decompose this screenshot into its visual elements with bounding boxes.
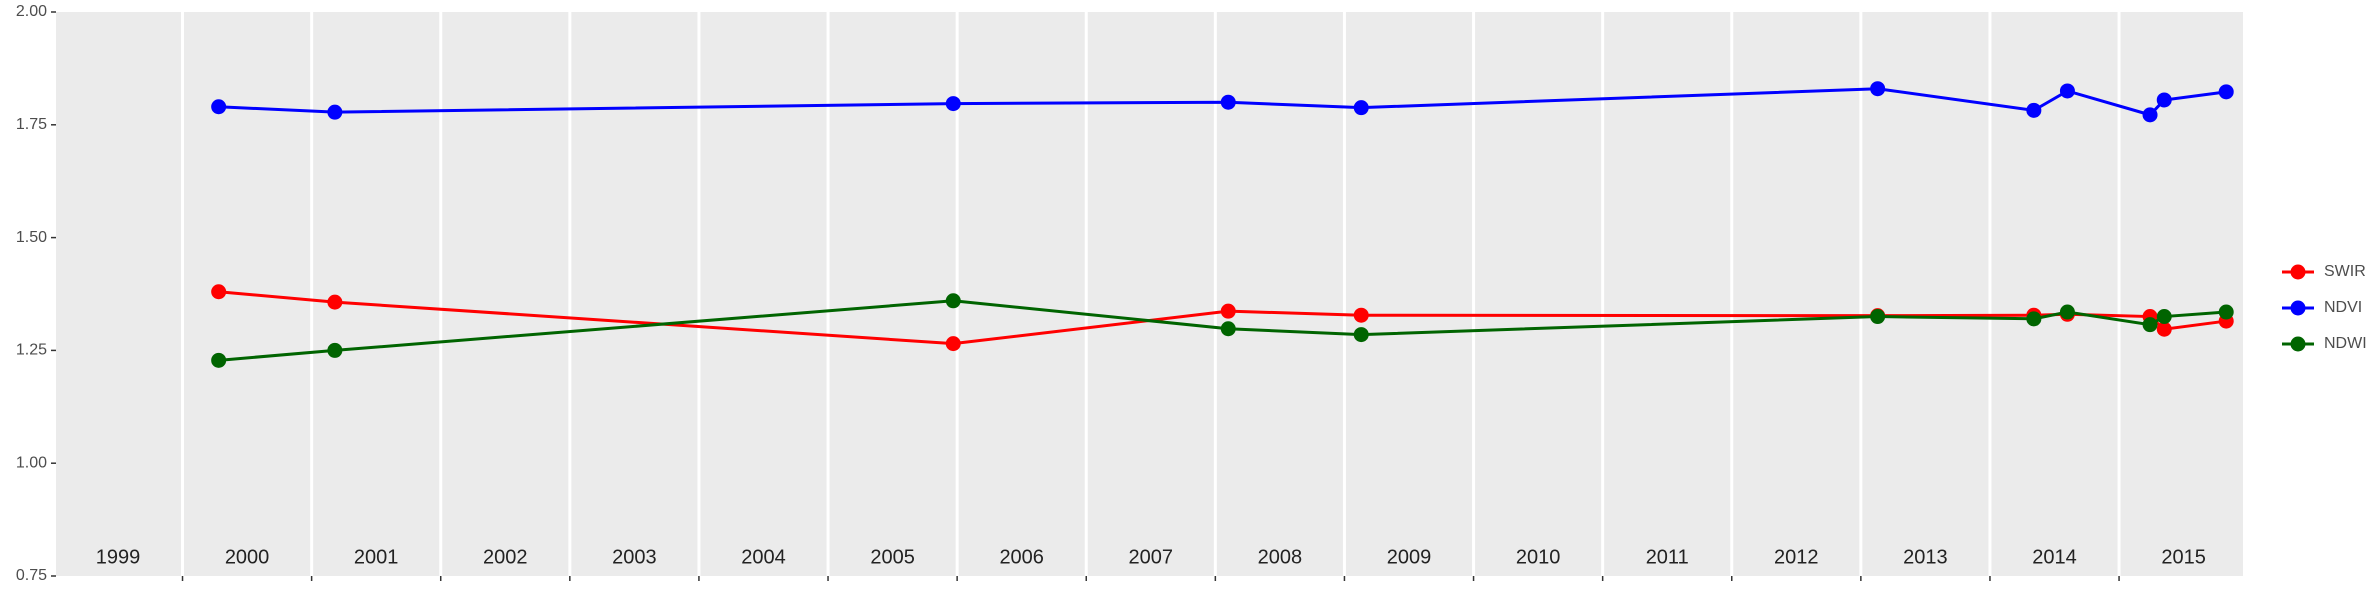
x-tick-label: 2009 [1387,546,1432,568]
plot-background [56,12,2243,576]
data-point [2156,92,2172,108]
legend-label: SWIR [2324,263,2366,280]
data-point [211,284,227,300]
x-tick-label: 2001 [354,546,399,568]
data-point [2026,311,2042,327]
x-tick-label: 2011 [1646,546,1689,568]
x-tick-label: 2007 [1129,546,1174,568]
data-point [945,293,961,309]
data-point [2059,304,2075,320]
legend-key-point [2290,264,2306,280]
data-point [2026,102,2042,118]
data-point [945,336,961,352]
data-point [2142,317,2158,333]
x-tick-label: 2002 [483,546,528,568]
data-point [2156,309,2172,325]
y-tick-label: 1.00 [16,454,47,471]
data-point [2218,84,2234,100]
x-tick-label: 2014 [2032,546,2077,568]
x-tick-label: 2003 [612,546,657,568]
data-point [1220,303,1236,319]
legend-label: NDVI [2324,299,2362,316]
data-point [2218,304,2234,320]
x-tick-label: 2015 [2161,546,2206,568]
data-point [1220,321,1236,337]
x-tick-label: 2010 [1516,546,1561,568]
x-tick-label: 2006 [999,546,1044,568]
y-tick-label: 1.75 [16,116,47,133]
legend-label: NDWI [2324,335,2367,352]
data-point [1353,100,1369,116]
data-point [945,96,961,112]
y-tick-label: 0.75 [16,567,47,584]
data-point [1353,327,1369,343]
data-point [327,342,343,358]
x-tick-label: 1999 [96,546,141,568]
y-tick-label: 1.50 [16,229,47,246]
data-point [211,99,227,115]
data-point [2156,321,2172,337]
data-point [1870,309,1886,325]
y-tick-label: 2.00 [16,3,47,20]
data-point [1353,307,1369,323]
data-point [1220,94,1236,110]
x-tick-label: 2008 [1258,546,1303,568]
data-point [327,294,343,310]
x-tick-label: 2005 [870,546,915,568]
legend-key-point [2290,300,2306,316]
data-point [1870,81,1886,97]
data-point [327,104,343,120]
legend-key-point [2290,336,2306,352]
data-point [2059,83,2075,99]
data-point [211,352,227,368]
x-tick-label: 2013 [1903,546,1948,568]
x-tick-label: 2000 [225,546,270,568]
y-tick-label: 1.25 [16,342,47,359]
data-point [2142,107,2158,123]
x-tick-label: 2012 [1774,546,1819,568]
x-tick-label: 2004 [741,546,786,568]
